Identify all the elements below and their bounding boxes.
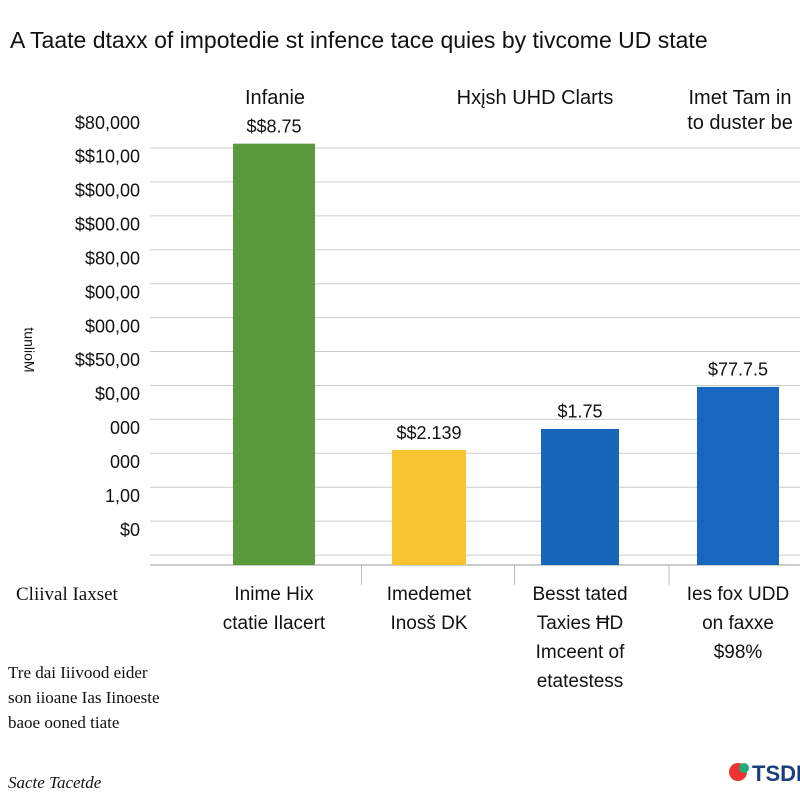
y-tick-label: $80,00: [85, 248, 140, 268]
value-label: $$2.139: [396, 423, 461, 443]
source: Sacte Tacetde: [8, 773, 102, 792]
logo-icon: [739, 763, 749, 773]
x-tick-label: Inime Hix ctatie Ilacert: [222, 584, 326, 634]
note: Tre dai Iiivood eider son iioane Ias Iin…: [8, 663, 160, 732]
x-tick-label: Imedemet Inosš DK: [386, 584, 472, 634]
x-tick-label: Ies fox UDD on faxxe $98%: [686, 584, 790, 663]
value-label: $1.75: [557, 402, 602, 422]
column-header: Hxįsh UHD Clarts: [456, 87, 614, 109]
y-tick-label: $00,00: [85, 316, 140, 336]
y-tick-label: $00,00: [85, 282, 140, 302]
column-header: Imet Tam in to duster be: [687, 87, 793, 134]
y-tick-label: 000: [110, 452, 140, 472]
logo: TSDI: [752, 761, 800, 786]
y-tick-label: 000: [110, 418, 140, 438]
y-tick-label: $0,00: [95, 384, 140, 404]
y-tick-label: 1,00: [105, 486, 140, 506]
value-label: $77.7.5: [708, 360, 768, 380]
y-tick-label: $$50,00: [75, 350, 140, 370]
bar: [541, 428, 619, 565]
y-tick-label: $$10,00: [75, 147, 140, 167]
y-tick-label: $$00.00: [75, 215, 140, 235]
row-label: Cliival Iaxset: [16, 584, 118, 605]
y-tick-label: $0: [120, 520, 140, 540]
bar: [233, 143, 315, 565]
chart-title: A Taate dtaxx of impotedie st infence ta…: [10, 27, 708, 53]
bar: [392, 450, 466, 565]
bar: [697, 386, 779, 565]
y-tick-label: $$00,00: [75, 181, 140, 201]
y-axis-label: tunlioM: [21, 327, 37, 372]
y-tick-label: $80,000: [75, 113, 140, 133]
value-label: $$8.75: [246, 116, 301, 136]
x-tick-label: Besst tated Taxies ĦD Imceent of etatest…: [532, 584, 628, 692]
column-header: Infanie: [244, 87, 306, 109]
